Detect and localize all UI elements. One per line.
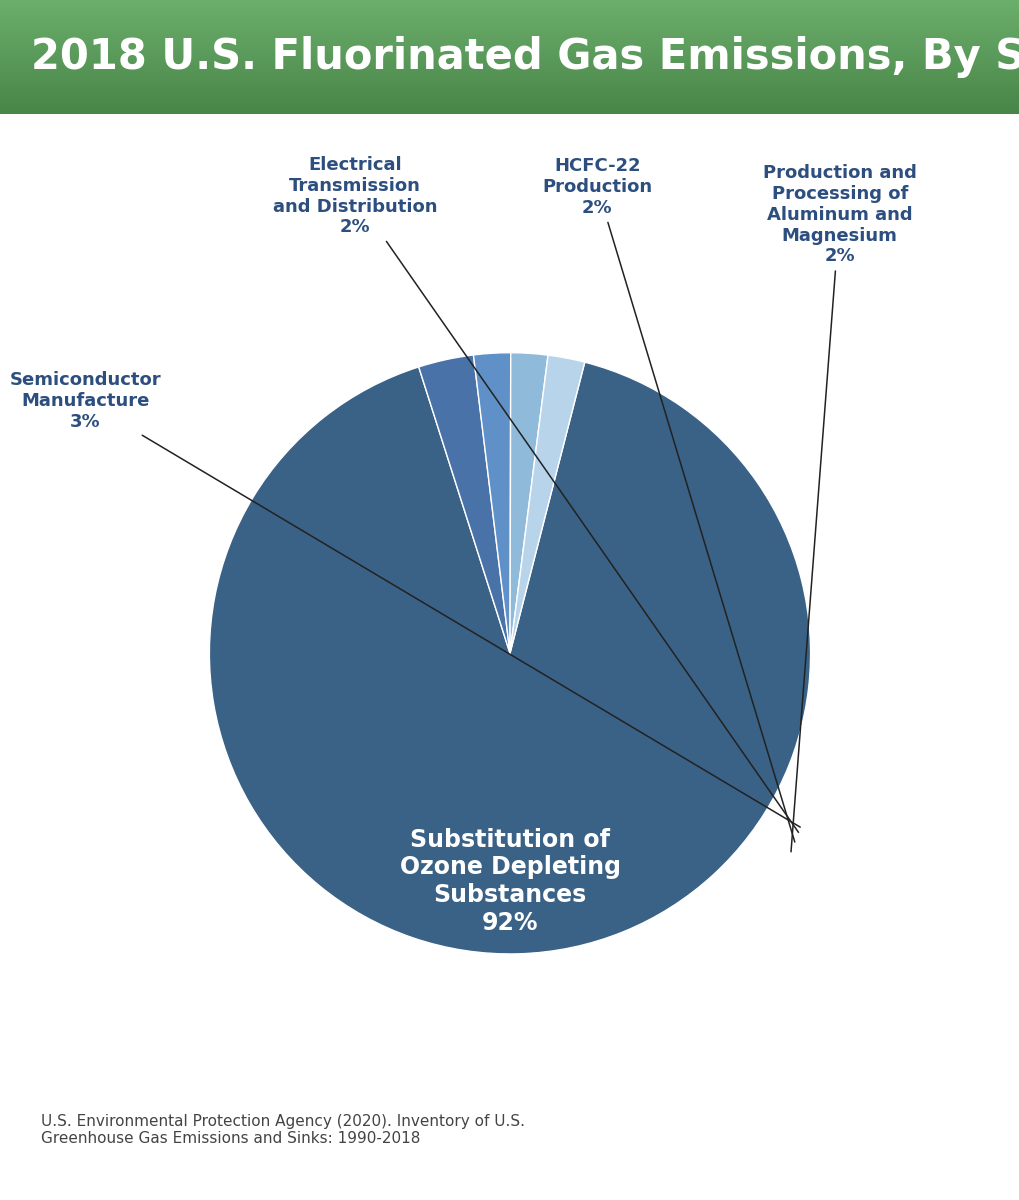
Text: Substitution of
Ozone Depleting
Substances
92%: Substitution of Ozone Depleting Substanc… xyxy=(399,828,620,935)
Wedge shape xyxy=(418,355,510,653)
Text: U.S. Environmental Protection Agency (2020). Inventory of U.S.
Greenhouse Gas Em: U.S. Environmental Protection Agency (20… xyxy=(41,1114,525,1146)
Wedge shape xyxy=(209,362,810,954)
Text: Electrical
Transmission
and Distribution
2%: Electrical Transmission and Distribution… xyxy=(272,156,798,833)
Text: HCFC-22
Production
2%: HCFC-22 Production 2% xyxy=(542,157,794,842)
Wedge shape xyxy=(510,353,547,653)
Wedge shape xyxy=(510,355,584,653)
Wedge shape xyxy=(473,353,511,653)
Text: Semiconductor
Manufacture
3%: Semiconductor Manufacture 3% xyxy=(9,372,800,827)
Text: 2018 U.S. Fluorinated Gas Emissions, By Source: 2018 U.S. Fluorinated Gas Emissions, By … xyxy=(31,36,1019,78)
Text: Production and
Processing of
Aluminum and
Magnesium
2%: Production and Processing of Aluminum an… xyxy=(762,164,916,852)
